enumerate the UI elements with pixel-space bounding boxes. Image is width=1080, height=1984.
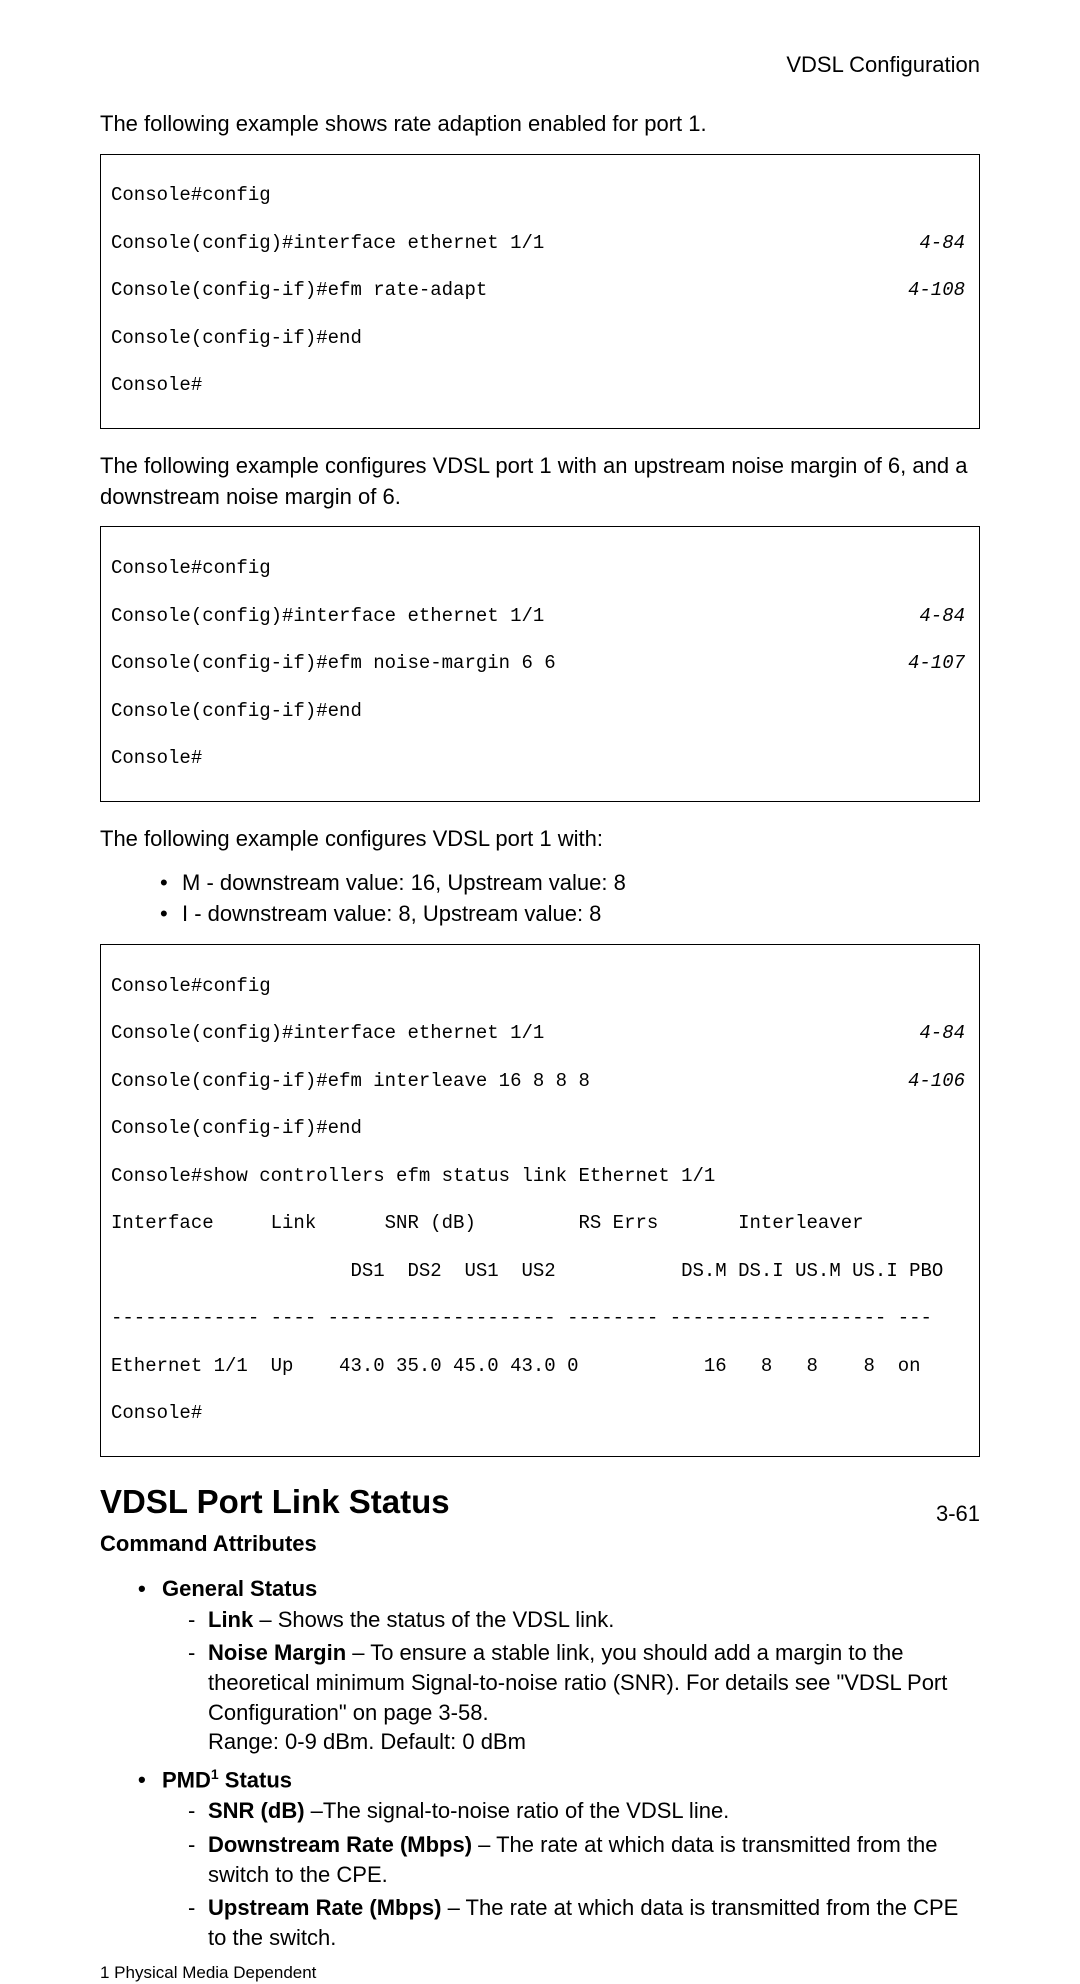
list-item: I - downstream value: 8, Upstream value:… bbox=[160, 899, 980, 930]
code-line: Console# bbox=[111, 747, 969, 771]
pmd-footnote-mark: 1 bbox=[211, 1766, 219, 1782]
general-status-label: General Status bbox=[162, 1576, 317, 1601]
section-title: VDSL Port Link Status bbox=[100, 1479, 980, 1525]
code-text: Console(config)#interface ethernet 1/1 bbox=[111, 1022, 544, 1046]
code-line: Console(config-if)#end bbox=[111, 327, 969, 351]
dsr-label: Downstream Rate (Mbps) bbox=[208, 1832, 472, 1857]
code-line: DS1 DS2 US1 US2 DS.M DS.I US.M US.I PBO bbox=[111, 1260, 969, 1284]
code-line: Console(config)#interface ethernet 1/1 4-… bbox=[111, 1022, 969, 1046]
link-text: – Shows the status of the VDSL link. bbox=[253, 1607, 614, 1632]
code-line: Console(config-if)#efm noise-margin 6 6 4… bbox=[111, 652, 969, 676]
code-block-2: Console#config Console(config)#interface… bbox=[100, 526, 980, 801]
code-text: Console(config-if)#efm interleave 16 8 8… bbox=[111, 1070, 590, 1094]
list-item: M - downstream value: 16, Upstream value… bbox=[160, 868, 980, 899]
upstream-rate-item: Upstream Rate (Mbps) – The rate at which… bbox=[188, 1893, 980, 1952]
code-line: ------------- ---- -------------------- … bbox=[111, 1307, 969, 1331]
code-ref: 4-84 bbox=[919, 605, 969, 629]
noise-margin-item: Noise Margin – To ensure a stable link, … bbox=[188, 1638, 980, 1757]
code-line: Console#config bbox=[111, 975, 969, 999]
general-status-sublist: Link – Shows the status of the VDSL link… bbox=[188, 1605, 980, 1757]
paragraph-3: The following example configures VDSL po… bbox=[100, 824, 980, 855]
noise-margin-label: Noise Margin bbox=[208, 1640, 346, 1665]
code-line: Console(config)#interface ethernet 1/1 4-… bbox=[111, 605, 969, 629]
code-line: Console# bbox=[111, 1402, 969, 1426]
bullet-list-3: M - downstream value: 16, Upstream value… bbox=[160, 868, 980, 930]
code-line: Console(config-if)#end bbox=[111, 700, 969, 724]
section-subtitle: Command Attributes bbox=[100, 1529, 980, 1560]
snr-text: –The signal-to-noise ratio of the VDSL l… bbox=[305, 1798, 730, 1823]
pmd-label-suffix: Status bbox=[219, 1767, 292, 1792]
code-text: Console(config)#interface ethernet 1/1 bbox=[111, 605, 544, 629]
code-text: Console(config-if)#efm noise-margin 6 6 bbox=[111, 652, 556, 676]
code-ref: 4-84 bbox=[919, 1022, 969, 1046]
footnote: 1 Physical Media Dependent bbox=[100, 1961, 980, 1984]
code-text: Console(config-if)#efm rate-adapt bbox=[111, 279, 487, 303]
code-ref: 4-107 bbox=[908, 652, 969, 676]
snr-item: SNR (dB) –The signal-to-noise ratio of t… bbox=[188, 1796, 980, 1826]
pmd-status-item: PMD1 Status SNR (dB) –The signal-to-nois… bbox=[138, 1765, 980, 1953]
usr-label: Upstream Rate (Mbps) bbox=[208, 1895, 441, 1920]
link-label: Link bbox=[208, 1607, 253, 1632]
code-ref: 4-84 bbox=[919, 232, 969, 256]
code-line: Console(config-if)#efm rate-adapt 4-108 bbox=[111, 279, 969, 303]
pmd-label-prefix: PMD bbox=[162, 1767, 211, 1792]
code-line: Console#show controllers efm status link… bbox=[111, 1165, 969, 1189]
link-item: Link – Shows the status of the VDSL link… bbox=[188, 1605, 980, 1635]
code-line: Console#config bbox=[111, 557, 969, 581]
code-ref: 4-108 bbox=[908, 279, 969, 303]
code-block-3: Console#config Console(config)#interface… bbox=[100, 944, 980, 1457]
code-line: Ethernet 1/1 Up 43.0 35.0 45.0 43.0 0 16… bbox=[111, 1355, 969, 1379]
code-line: Interface Link SNR (dB) RS Errs Interlea… bbox=[111, 1212, 969, 1236]
general-status-item: General Status Link – Shows the status o… bbox=[138, 1574, 980, 1757]
pmd-sublist: SNR (dB) –The signal-to-noise ratio of t… bbox=[188, 1796, 980, 1952]
code-block-1: Console#config Console(config)#interface… bbox=[100, 154, 980, 429]
noise-margin-range: Range: 0-9 dBm. Default: 0 dBm bbox=[208, 1727, 980, 1757]
code-line: Console#config bbox=[111, 184, 969, 208]
page-number: 3-61 bbox=[936, 1499, 980, 1530]
code-ref: 4-106 bbox=[908, 1070, 969, 1094]
header-right: VDSL Configuration bbox=[100, 50, 980, 81]
code-text: Console(config)#interface ethernet 1/1 bbox=[111, 232, 544, 256]
attributes-list: General Status Link – Shows the status o… bbox=[138, 1574, 980, 1953]
code-line: Console(config-if)#efm interleave 16 8 8… bbox=[111, 1070, 969, 1094]
code-line: Console(config)#interface ethernet 1/1 4-… bbox=[111, 232, 969, 256]
downstream-rate-item: Downstream Rate (Mbps) – The rate at whi… bbox=[188, 1830, 980, 1889]
paragraph-1: The following example shows rate adaptio… bbox=[100, 109, 980, 140]
snr-label: SNR (dB) bbox=[208, 1798, 305, 1823]
code-line: Console# bbox=[111, 374, 969, 398]
code-line: Console(config-if)#end bbox=[111, 1117, 969, 1141]
paragraph-2: The following example configures VDSL po… bbox=[100, 451, 980, 513]
